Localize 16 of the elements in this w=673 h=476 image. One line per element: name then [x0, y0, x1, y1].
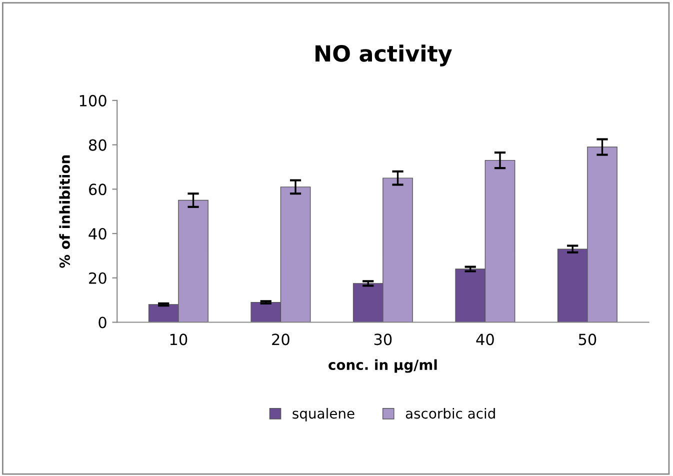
y-tick-label: 0: [98, 316, 106, 328]
y-tick-label: 20: [89, 272, 106, 284]
y-tick-label: 80: [88, 139, 106, 151]
y-axis-title: % of inhibition: [59, 155, 70, 268]
x-tick-label: 30: [374, 334, 392, 346]
x-tick-label: 40: [476, 334, 494, 346]
y-tick-label: 100: [80, 94, 106, 106]
legend-label: squalene: [292, 408, 354, 422]
chart-title: NO activity: [316, 44, 452, 66]
x-tick-label: 20: [272, 334, 290, 346]
y-tick-label: 60: [89, 184, 106, 196]
x-axis-title: conc. in µg/ml: [328, 359, 437, 373]
x-tick-label: 50: [578, 334, 596, 346]
legend-label: ascorbic acid: [406, 408, 495, 419]
y-tick-label: 40: [88, 228, 106, 240]
x-tick-label: 10: [170, 334, 188, 346]
